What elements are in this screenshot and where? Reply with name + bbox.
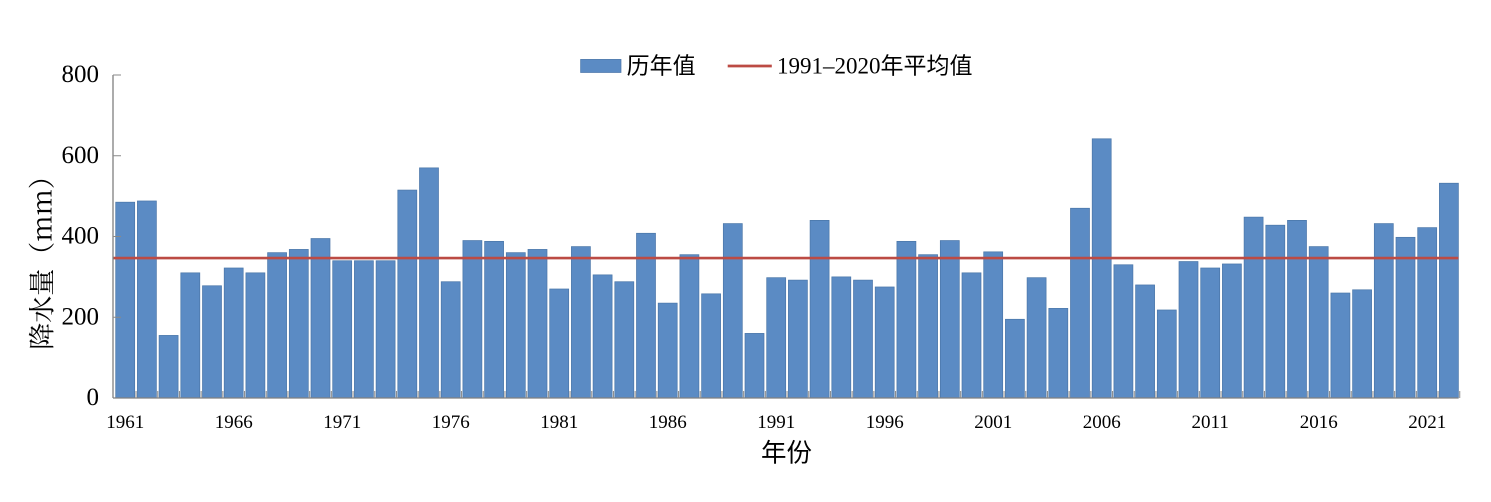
svg-text:2006: 2006 (1083, 412, 1121, 433)
svg-text:2021: 2021 (1408, 412, 1446, 433)
svg-text:1986: 1986 (649, 412, 687, 433)
svg-text:800: 800 (62, 61, 100, 88)
svg-text:600: 600 (62, 142, 100, 169)
svg-text:1966: 1966 (215, 412, 253, 433)
svg-text:400: 400 (62, 223, 100, 250)
svg-text:2001: 2001 (974, 412, 1012, 433)
svg-text:2016: 2016 (1300, 412, 1338, 433)
svg-text:1996: 1996 (866, 412, 904, 433)
svg-text:1971: 1971 (323, 412, 361, 433)
svg-text:1991–2020年平均值: 1991–2020年平均值 (777, 54, 973, 79)
svg-text:200: 200 (62, 303, 100, 330)
svg-text:年份: 年份 (761, 439, 812, 468)
svg-text:1981: 1981 (540, 412, 578, 433)
svg-text:1961: 1961 (106, 412, 144, 433)
svg-text:历年值: 历年值 (627, 54, 696, 79)
svg-text:1991: 1991 (757, 412, 795, 433)
svg-text:1976: 1976 (432, 412, 470, 433)
svg-text:0: 0 (87, 384, 100, 411)
svg-text:2011: 2011 (1192, 412, 1229, 433)
